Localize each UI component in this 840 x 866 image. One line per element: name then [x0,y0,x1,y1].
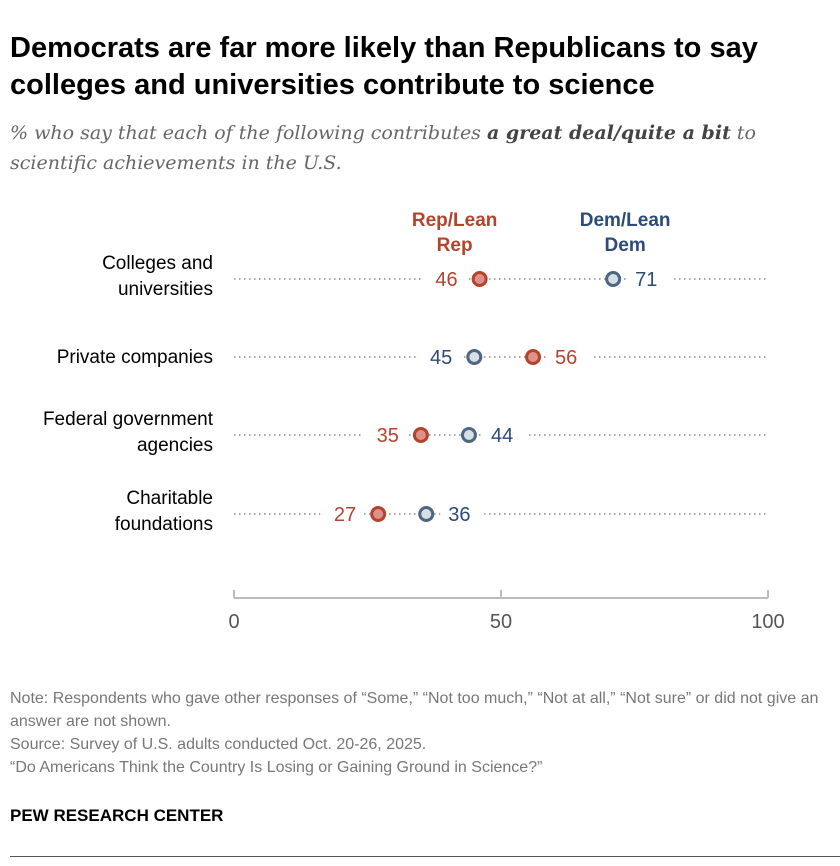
subtitle-text-end: to scientific achievements in the U.S. [10,122,756,174]
category-label: foundations [115,514,213,535]
chart-title: Democrats are far more likely than Repub… [10,32,758,101]
label-backing [440,501,485,527]
label-backing [416,344,461,370]
category-label: universities [118,279,213,300]
x-tick-label: 100 [751,611,784,633]
data-label-rep: 46 [435,269,457,291]
x-tick-label: 0 [228,611,239,633]
dot-rep [412,427,429,443]
dot-rep [525,349,542,365]
data-label-dem: 44 [491,425,513,447]
subtitle-emphasis: a great deal/quite a bit [486,122,731,144]
label-backing [362,422,407,448]
subtitle-text: % who say that each of the following con… [10,122,487,144]
category-label: Charitable [126,488,213,509]
label-backing [320,501,365,527]
category-label: agencies [137,435,213,456]
dot-dem [605,271,622,287]
data-label-dem: 71 [635,269,657,291]
category-label: Federal government [43,409,214,430]
label-backing [547,344,592,370]
dot-dem [418,506,435,522]
legend-label-dem: Dem/Lean [580,210,671,231]
brand-logo: PEW RESEARCH CENTER [10,806,224,825]
data-label-dem: 36 [448,504,470,526]
legend-label-rep: Rep [437,235,473,256]
label-backing [421,266,466,292]
bottom-rule [10,856,840,857]
dot-dem [466,349,483,365]
data-label-dem: 45 [430,347,452,369]
dot-rep [471,271,488,287]
legend-label-rep: Rep/Lean [412,210,498,231]
dot-dem [460,427,477,443]
category-label: Colleges and [102,253,213,274]
legend-label-dem: Dem [605,235,646,256]
dot-plot: Rep/Lean Rep Dem/Lean Dem Colleges and univer… [43,210,785,633]
label-backing [482,422,527,448]
data-label-rep: 35 [377,425,399,447]
dot-rep [370,506,387,522]
data-label-rep: 56 [555,347,577,369]
source: Source: Survey of U.S. adults conducted … [10,736,427,753]
report-title: “Do Americans Think the Country Is Losin… [10,759,543,776]
category-label: Private companies [57,347,213,368]
label-backing [627,266,672,292]
data-label-rep: 27 [334,504,356,526]
note: Note: Respondents who gave other respons… [10,690,819,730]
x-tick-label: 50 [490,611,512,633]
notes: Note: Respondents who gave other respons… [10,687,835,779]
chart-subtitle: % who say that each of the following con… [10,118,835,178]
